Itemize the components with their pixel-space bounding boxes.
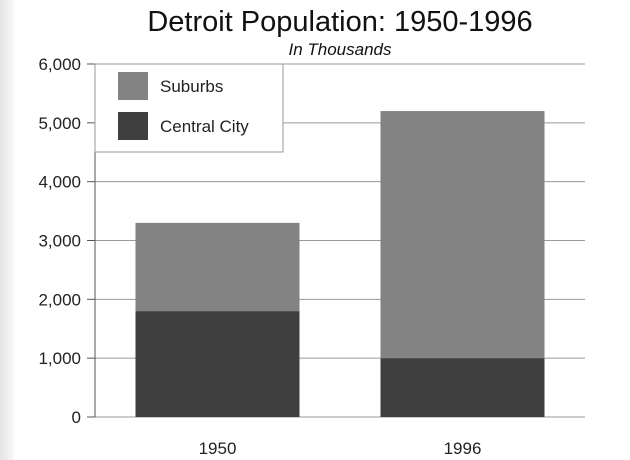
legend-label: Central City bbox=[160, 117, 249, 136]
bar-suburbs-1950 bbox=[135, 222, 300, 312]
y-tick-label: 3,000 bbox=[38, 232, 81, 251]
chart-subtitle: In Thousands bbox=[288, 40, 392, 59]
legend-swatch-central-city bbox=[118, 112, 148, 140]
bar-central-city-1950 bbox=[135, 311, 300, 417]
y-tick-label: 2,000 bbox=[38, 290, 81, 309]
bar-suburbs-1996 bbox=[380, 111, 545, 359]
x-tick-label: 1950 bbox=[199, 439, 237, 458]
y-axis: 0 1,000 2,000 3,000 4,000 5,000 6,000 bbox=[38, 55, 96, 427]
page-edge-shading bbox=[0, 0, 14, 460]
chart-title: Detroit Population: 1950-1996 bbox=[147, 6, 532, 38]
y-tick-label: 5,000 bbox=[38, 114, 81, 133]
y-tick-label: 0 bbox=[72, 408, 81, 427]
x-tick-label: 1996 bbox=[444, 439, 482, 458]
y-tick-label: 4,000 bbox=[38, 173, 81, 192]
y-tick-label: 1,000 bbox=[38, 349, 81, 368]
legend-label: Suburbs bbox=[160, 77, 223, 96]
bars bbox=[135, 111, 545, 417]
legend: Suburbs Central City bbox=[94, 63, 284, 153]
bar-central-city-1996 bbox=[380, 358, 545, 417]
x-axis-labels: 1950 1996 bbox=[199, 439, 482, 458]
legend-swatch-suburbs bbox=[118, 72, 148, 100]
y-tick-label: 6,000 bbox=[38, 55, 81, 74]
